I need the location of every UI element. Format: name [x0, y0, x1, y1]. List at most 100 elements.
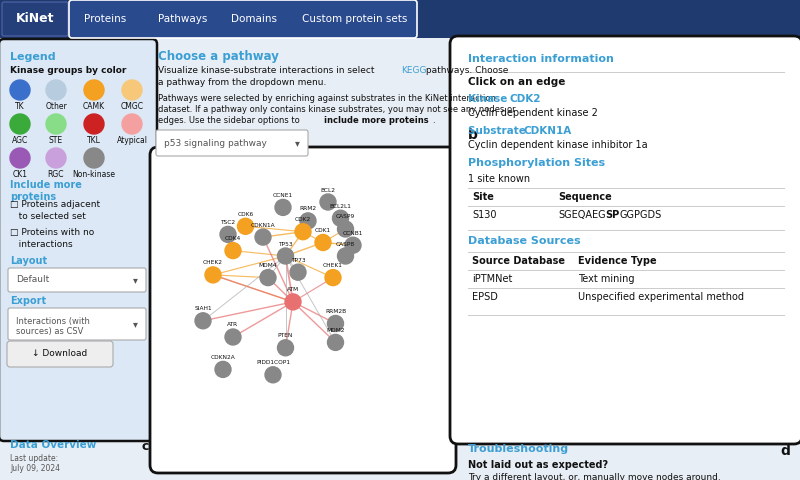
Text: Unspecified experimental method: Unspecified experimental method [578, 292, 744, 302]
Text: Other: Other [45, 102, 67, 111]
Text: d: d [780, 444, 790, 458]
Text: interactions: interactions [10, 240, 73, 249]
Circle shape [265, 367, 281, 383]
Text: Interaction information: Interaction information [468, 54, 614, 64]
Circle shape [327, 335, 343, 350]
Text: PIDD1COP1: PIDD1COP1 [256, 360, 290, 365]
Text: edges. Use the sidebar options to: edges. Use the sidebar options to [158, 116, 302, 125]
Circle shape [84, 80, 104, 100]
Text: include more proteins: include more proteins [324, 116, 429, 125]
Text: CASP8: CASP8 [336, 241, 355, 247]
Text: Default: Default [16, 276, 50, 285]
Text: Site: Site [472, 192, 494, 202]
Circle shape [260, 270, 276, 286]
Text: ↓ Download: ↓ Download [32, 349, 88, 359]
Text: Kinase: Kinase [468, 94, 511, 104]
Text: CDK1: CDK1 [315, 228, 331, 233]
Text: Export: Export [10, 296, 46, 306]
Circle shape [215, 361, 231, 377]
Text: iPTMNet: iPTMNet [472, 274, 512, 284]
FancyBboxPatch shape [156, 130, 308, 156]
Text: July 09, 2024: July 09, 2024 [10, 464, 60, 473]
Text: Pathways: Pathways [158, 14, 208, 24]
Text: EPSD: EPSD [472, 292, 498, 302]
Text: TP73: TP73 [290, 258, 306, 263]
Text: Not laid out as expected?: Not laid out as expected? [468, 460, 608, 470]
Text: KEGG: KEGG [401, 66, 426, 75]
FancyBboxPatch shape [450, 36, 800, 444]
Text: TSC2: TSC2 [221, 220, 235, 225]
Text: □ Proteins with no: □ Proteins with no [10, 228, 94, 237]
Text: KiNet: KiNet [16, 12, 54, 25]
Circle shape [290, 264, 306, 280]
Text: PTEN: PTEN [278, 333, 293, 338]
Text: Data Overview: Data Overview [10, 440, 96, 450]
Circle shape [10, 114, 30, 134]
Circle shape [300, 213, 316, 229]
Text: CMGC: CMGC [121, 102, 143, 111]
Circle shape [275, 199, 291, 216]
Text: CK1: CK1 [13, 170, 27, 179]
Circle shape [46, 80, 66, 100]
Text: CDK2: CDK2 [295, 217, 311, 222]
Text: STE: STE [49, 136, 63, 145]
Text: S130: S130 [472, 210, 497, 220]
Text: TK: TK [15, 102, 25, 111]
Text: Substrate: Substrate [468, 126, 530, 136]
Text: Custom protein sets: Custom protein sets [302, 14, 408, 24]
Circle shape [225, 242, 241, 259]
Circle shape [315, 235, 331, 251]
Circle shape [84, 114, 104, 134]
FancyBboxPatch shape [69, 0, 417, 38]
Text: CHEK2: CHEK2 [203, 260, 223, 265]
Text: Try a different layout, or, manually move nodes around.: Try a different layout, or, manually mov… [468, 473, 721, 480]
Circle shape [122, 114, 142, 134]
Bar [0, 0, 800, 38]
Circle shape [238, 218, 254, 234]
Text: SP: SP [605, 210, 619, 220]
Text: GGPGDS: GGPGDS [619, 210, 662, 220]
Text: CDKN1A: CDKN1A [523, 126, 571, 136]
Text: □ Proteins adjacent: □ Proteins adjacent [10, 200, 100, 209]
Circle shape [225, 329, 241, 345]
Text: AGC: AGC [12, 136, 28, 145]
Text: dataset. If a pathway only contains kinase substrates, you may not see any nodes: dataset. If a pathway only contains kina… [158, 105, 516, 114]
Circle shape [333, 210, 349, 226]
Text: Legend: Legend [10, 52, 56, 62]
FancyBboxPatch shape [2, 2, 68, 36]
Circle shape [338, 248, 354, 264]
Text: Cyclin dependent kinase inhibitor 1a: Cyclin dependent kinase inhibitor 1a [468, 140, 648, 150]
Text: TP53: TP53 [278, 241, 293, 247]
Text: 1 site known: 1 site known [468, 174, 530, 184]
Circle shape [345, 237, 361, 253]
Text: to selected set: to selected set [10, 212, 86, 221]
Circle shape [46, 148, 66, 168]
Text: Non-kinase: Non-kinase [73, 170, 115, 179]
Text: Kinase groups by color: Kinase groups by color [10, 66, 126, 75]
Circle shape [10, 80, 30, 100]
Text: Proteins: Proteins [84, 14, 126, 24]
Text: Choose a pathway: Choose a pathway [158, 50, 279, 63]
Text: RGC: RGC [48, 170, 64, 179]
Text: RRM2: RRM2 [299, 206, 317, 211]
Circle shape [320, 194, 336, 210]
Text: CDK2: CDK2 [510, 94, 542, 104]
Circle shape [10, 148, 30, 168]
Text: b: b [468, 128, 478, 142]
FancyBboxPatch shape [0, 39, 157, 441]
Circle shape [205, 267, 221, 283]
Text: CAMK: CAMK [83, 102, 105, 111]
Text: MDM4: MDM4 [258, 263, 278, 268]
Text: c: c [142, 440, 150, 453]
Text: Sequence: Sequence [558, 192, 612, 202]
FancyBboxPatch shape [8, 308, 146, 340]
Text: Visualize kinase-substrate interactions in select: Visualize kinase-substrate interactions … [158, 66, 378, 75]
Text: p53 signaling pathway: p53 signaling pathway [164, 139, 267, 147]
Text: ATM: ATM [287, 288, 299, 292]
Circle shape [278, 340, 294, 356]
Text: SIAH1: SIAH1 [194, 306, 212, 312]
Text: Interactions (with: Interactions (with [16, 317, 90, 326]
Circle shape [327, 315, 343, 332]
Text: Layout: Layout [10, 256, 47, 266]
Circle shape [325, 270, 341, 286]
